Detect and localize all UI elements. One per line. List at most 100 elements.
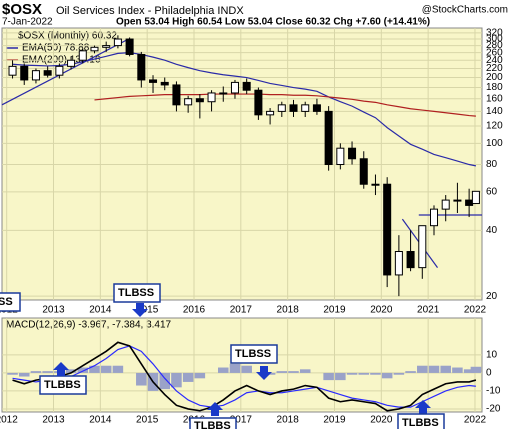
x-tick-label: 2016 [183, 305, 206, 316]
histogram-bar [358, 372, 370, 375]
x-tick-label: 2019 [323, 305, 346, 316]
x-tick-label: 2015 [136, 305, 159, 316]
x-tick-label: 2013 [42, 305, 65, 316]
histogram-bar [159, 372, 170, 390]
candle-body [418, 225, 427, 269]
annotation-text: SS [0, 296, 13, 308]
date: 7-Jan-2022 [2, 17, 53, 28]
y-tick-label: 280 [486, 40, 503, 51]
candle-body [406, 251, 415, 269]
candle-body [102, 45, 111, 48]
annotation: TLBSS [113, 283, 161, 303]
y-tick-label: -10 [486, 386, 501, 397]
source: @StockCharts.com [422, 5, 508, 16]
macd-line [12, 341, 477, 412]
candle-body [90, 46, 99, 52]
histogram-bar [182, 372, 194, 382]
candle-body [301, 104, 310, 112]
candle-body [441, 199, 450, 210]
y-tick-label: 200 [486, 72, 503, 83]
histogram-bar [194, 372, 206, 379]
histogram-bar [77, 367, 89, 373]
arrow [132, 303, 148, 317]
candle-body [324, 110, 333, 166]
annotation-text: TLBSS [118, 287, 154, 299]
x-tick-label: 2014 [89, 305, 112, 316]
histogram-bar [241, 365, 252, 373]
candle-body [160, 81, 169, 86]
candle-body [371, 183, 380, 186]
annotation-text: TLBBS [194, 420, 231, 429]
histogram-bar [171, 372, 182, 388]
annotation: SS [0, 292, 21, 312]
y-tick-label: 10 [486, 350, 498, 361]
y-tick-label: 180 [486, 82, 503, 93]
arrow [415, 400, 431, 414]
histogram-bar [65, 369, 77, 373]
histogram-bar [30, 371, 42, 373]
x-tick-label: 2017 [230, 415, 253, 426]
candle-body [453, 199, 462, 202]
candle-body [55, 65, 64, 76]
candle-body [78, 50, 87, 61]
histogram-bar [112, 365, 124, 373]
x-tick-label: 2020 [370, 305, 393, 316]
legend-price: $OSX (Monthly) 60.32 [18, 31, 117, 42]
candle-body [149, 79, 158, 83]
x-tick-label: 2022 [464, 415, 487, 426]
histogram-bar [463, 369, 475, 373]
candle-body [312, 104, 321, 112]
candle-body [336, 147, 345, 166]
candle-body [31, 70, 40, 81]
candle-body [8, 65, 17, 76]
histogram-bar [405, 371, 416, 373]
candle-body [172, 84, 181, 106]
y-tick-label: 220 [486, 63, 503, 74]
histogram-bar [417, 365, 428, 373]
x-tick-label: 2019 [323, 415, 346, 426]
histogram-bar [229, 363, 241, 373]
y-tick-label: 160 [486, 93, 503, 104]
y-tick-label: 60 [486, 186, 498, 197]
y-tick-label: 100 [486, 138, 503, 149]
candle-body [67, 59, 76, 67]
candle-body [230, 81, 239, 94]
histogram-bar [100, 365, 112, 373]
candle-body [254, 89, 263, 116]
candle-body [125, 38, 134, 55]
candle-body [348, 147, 357, 160]
candle-body [184, 98, 193, 106]
x-tick-label: 2020 [370, 415, 393, 426]
annotation: TLBBS [39, 375, 87, 395]
histogram-bar [440, 365, 451, 373]
chart-subtitle: Oil Services Index - Philadelphia INDX [56, 5, 244, 17]
histogram-bar [288, 371, 299, 373]
candle-body [113, 38, 122, 47]
annotations: SS TLBSS TLBSS TLBBS TLBBS TLBBS [0, 283, 445, 434]
histogram-bar [42, 371, 53, 373]
histogram-bar [428, 365, 440, 373]
y-tick-label: 120 [486, 121, 503, 132]
annotation-text: TLBSS [235, 348, 271, 360]
x-tick-label: 2018 [277, 415, 300, 426]
histogram-bar [136, 372, 147, 386]
histogram-bar [89, 365, 100, 373]
candle-body [195, 98, 204, 103]
y-tick-label: 240 [486, 55, 503, 66]
legend-ema50: EMA(50) 78.88 [22, 43, 90, 54]
candle-body [465, 199, 474, 206]
annotation: TLBSS [230, 344, 278, 364]
chart-title: $OSX [2, 1, 42, 18]
y-tick-label: 260 [486, 47, 503, 58]
histogram-bar [452, 367, 463, 373]
ema-line [94, 93, 476, 117]
candle-body [266, 110, 275, 116]
x-tick-label: 2013 [42, 415, 65, 426]
candle-body [43, 70, 52, 76]
x-tick-label: 2022 [464, 305, 487, 316]
histogram-bar [393, 372, 405, 375]
x-tick-label: 2015 [136, 415, 159, 426]
histogram-bar [276, 371, 288, 373]
arrow [207, 402, 223, 416]
